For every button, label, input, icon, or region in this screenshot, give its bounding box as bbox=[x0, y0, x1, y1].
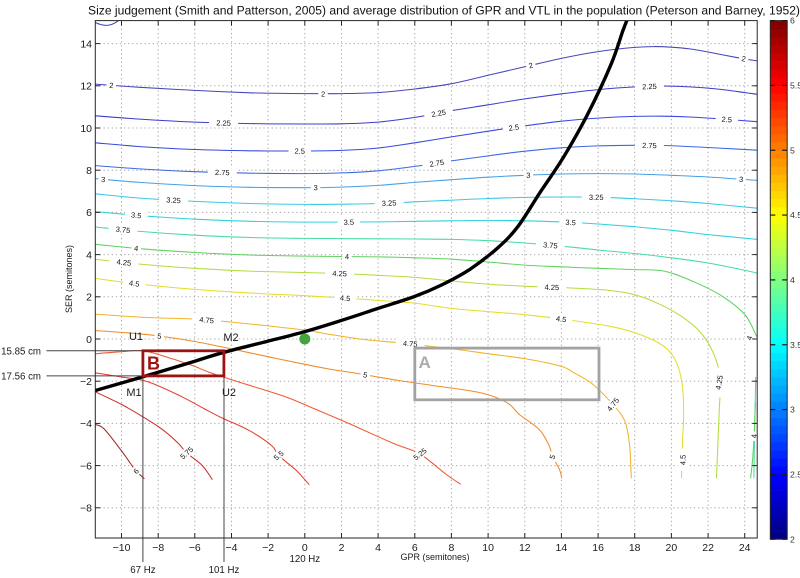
svg-text:6: 6 bbox=[131, 467, 140, 476]
svg-text:2.5: 2.5 bbox=[721, 115, 732, 125]
svg-text:3.5: 3.5 bbox=[344, 218, 354, 227]
svg-text:2.75: 2.75 bbox=[642, 141, 657, 150]
svg-text:3: 3 bbox=[526, 171, 530, 180]
svg-text:2.25: 2.25 bbox=[216, 118, 231, 127]
svg-text:−8: −8 bbox=[80, 503, 92, 515]
svg-text:3.5: 3.5 bbox=[565, 218, 576, 228]
svg-text:15.85 cm: 15.85 cm bbox=[1, 347, 41, 358]
svg-text:3.25: 3.25 bbox=[166, 195, 181, 205]
svg-text:14: 14 bbox=[556, 542, 568, 554]
svg-text:2: 2 bbox=[790, 534, 795, 544]
svg-text:4.25: 4.25 bbox=[544, 283, 559, 293]
svg-text:4: 4 bbox=[375, 542, 381, 554]
svg-text:B: B bbox=[147, 354, 160, 374]
svg-text:2: 2 bbox=[339, 542, 345, 554]
svg-text:3: 3 bbox=[790, 405, 795, 415]
svg-text:SER (semitones): SER (semitones) bbox=[64, 245, 74, 313]
svg-text:2: 2 bbox=[86, 292, 92, 304]
svg-text:−4: −4 bbox=[80, 418, 92, 430]
svg-text:10: 10 bbox=[482, 542, 494, 554]
svg-text:Size judgement (Smith and Patt: Size judgement (Smith and Patterson, 200… bbox=[88, 4, 800, 18]
svg-text:4.5: 4.5 bbox=[340, 293, 351, 303]
svg-text:3: 3 bbox=[313, 183, 317, 192]
svg-text:2: 2 bbox=[109, 81, 114, 90]
svg-text:−4: −4 bbox=[226, 542, 238, 554]
svg-text:−6: −6 bbox=[80, 460, 92, 472]
svg-text:8: 8 bbox=[86, 165, 92, 177]
svg-text:M1: M1 bbox=[126, 387, 141, 399]
svg-text:5: 5 bbox=[548, 453, 558, 460]
svg-text:5: 5 bbox=[790, 145, 795, 155]
svg-text:2.5: 2.5 bbox=[790, 469, 800, 479]
svg-text:−2: −2 bbox=[80, 376, 92, 388]
svg-text:4.25: 4.25 bbox=[332, 269, 347, 278]
svg-text:−10: −10 bbox=[113, 542, 131, 554]
svg-text:3.25: 3.25 bbox=[382, 198, 397, 208]
svg-text:6: 6 bbox=[412, 542, 418, 554]
svg-text:−2: −2 bbox=[262, 542, 274, 554]
svg-text:10: 10 bbox=[80, 123, 92, 135]
svg-text:4.5: 4.5 bbox=[555, 314, 566, 324]
svg-text:−6: −6 bbox=[189, 542, 201, 554]
svg-text:4: 4 bbox=[750, 434, 759, 438]
svg-text:2: 2 bbox=[528, 61, 534, 71]
svg-text:2.25: 2.25 bbox=[642, 82, 657, 91]
svg-text:2.25: 2.25 bbox=[431, 108, 447, 119]
svg-text:0: 0 bbox=[86, 334, 92, 346]
svg-text:3.25: 3.25 bbox=[589, 193, 604, 202]
svg-text:2.5: 2.5 bbox=[294, 147, 304, 156]
svg-text:3.5: 3.5 bbox=[131, 210, 142, 220]
svg-text:3: 3 bbox=[101, 175, 106, 184]
svg-text:4: 4 bbox=[345, 252, 349, 261]
svg-text:4: 4 bbox=[134, 244, 139, 253]
svg-text:14: 14 bbox=[80, 38, 92, 50]
svg-text:2: 2 bbox=[321, 89, 325, 98]
svg-text:4.5: 4.5 bbox=[678, 455, 687, 466]
svg-text:4.5: 4.5 bbox=[129, 278, 140, 288]
svg-text:6: 6 bbox=[86, 207, 92, 219]
svg-text:5: 5 bbox=[157, 332, 162, 341]
svg-text:4.75: 4.75 bbox=[199, 315, 214, 325]
svg-text:24: 24 bbox=[739, 542, 751, 554]
svg-text:3.75: 3.75 bbox=[543, 240, 558, 250]
svg-text:120 Hz: 120 Hz bbox=[289, 554, 320, 565]
svg-text:12: 12 bbox=[519, 542, 531, 554]
svg-text:18: 18 bbox=[629, 542, 641, 554]
svg-text:4.25: 4.25 bbox=[714, 375, 725, 391]
svg-text:M2: M2 bbox=[223, 332, 238, 344]
svg-text:17.56 cm: 17.56 cm bbox=[1, 372, 41, 383]
svg-text:4.75: 4.75 bbox=[403, 339, 418, 349]
svg-text:67 Hz: 67 Hz bbox=[130, 565, 155, 576]
svg-text:2.75: 2.75 bbox=[215, 168, 230, 177]
svg-text:4.5: 4.5 bbox=[790, 210, 800, 220]
svg-text:20: 20 bbox=[666, 542, 678, 554]
svg-text:U2: U2 bbox=[222, 387, 236, 399]
svg-text:4.25: 4.25 bbox=[116, 257, 131, 268]
svg-text:−8: −8 bbox=[152, 542, 164, 554]
svg-text:5.5: 5.5 bbox=[790, 81, 800, 91]
svg-text:16: 16 bbox=[592, 542, 604, 554]
svg-text:5: 5 bbox=[362, 370, 368, 380]
svg-text:4: 4 bbox=[745, 335, 755, 342]
svg-text:GPR (semitones): GPR (semitones) bbox=[400, 552, 469, 562]
svg-text:A: A bbox=[419, 353, 431, 372]
svg-text:101 Hz: 101 Hz bbox=[209, 565, 240, 576]
svg-text:3.75: 3.75 bbox=[115, 225, 130, 235]
svg-text:2.75: 2.75 bbox=[429, 158, 445, 169]
svg-text:12: 12 bbox=[80, 81, 92, 93]
svg-text:0: 0 bbox=[302, 542, 308, 554]
svg-text:8: 8 bbox=[448, 542, 454, 554]
svg-text:4: 4 bbox=[790, 275, 795, 285]
svg-text:3.5: 3.5 bbox=[790, 340, 800, 350]
svg-text:2.5: 2.5 bbox=[508, 122, 520, 132]
svg-text:3: 3 bbox=[739, 175, 744, 184]
svg-text:U1: U1 bbox=[129, 331, 143, 343]
svg-text:4: 4 bbox=[86, 249, 92, 261]
svg-text:2: 2 bbox=[741, 54, 747, 64]
svg-text:6: 6 bbox=[790, 16, 795, 26]
svg-text:22: 22 bbox=[702, 542, 714, 554]
